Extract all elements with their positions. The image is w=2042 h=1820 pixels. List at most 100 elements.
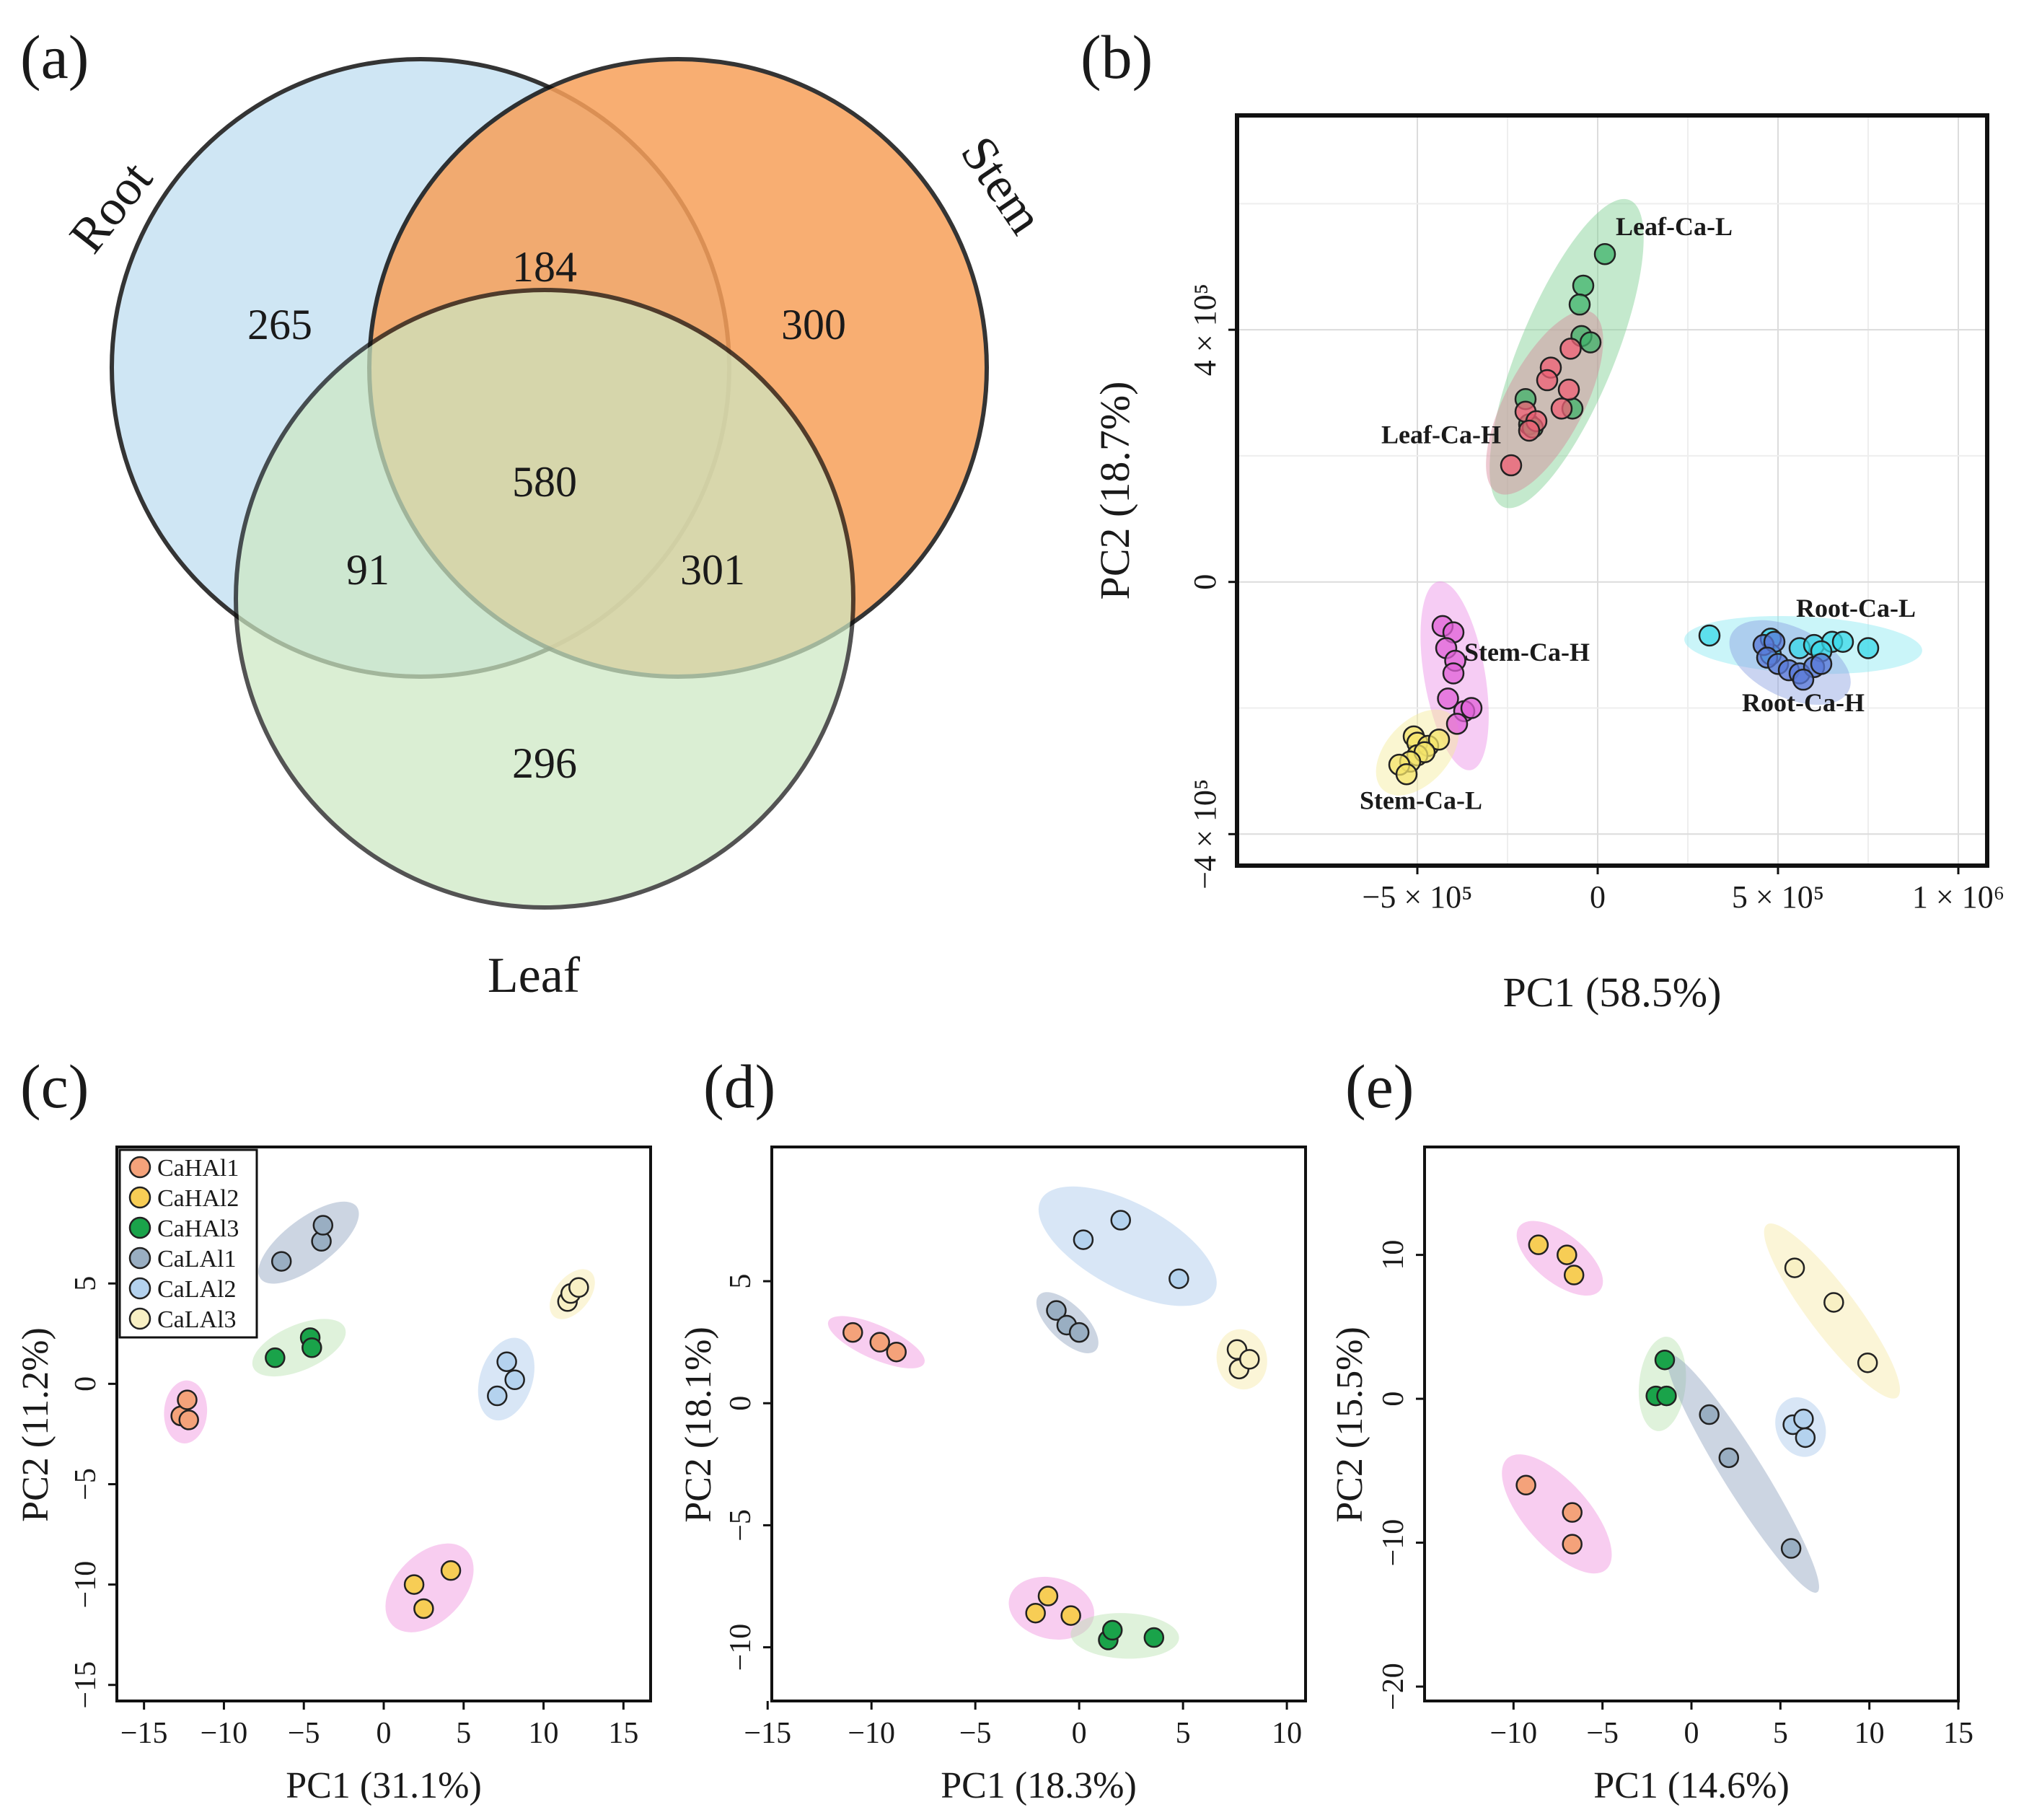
point-stem-ca-l	[1395, 763, 1418, 786]
x-tick-label: −10	[1489, 1717, 1537, 1750]
point-cahal3	[265, 1347, 286, 1368]
panel-letter-c: (c)	[20, 1052, 89, 1121]
y-axis-title-b: PC2 (18.7%)	[1091, 382, 1138, 600]
point-leaf-ca-l	[1579, 331, 1602, 353]
x-tick-label: 0	[1590, 879, 1606, 915]
point-calal1	[1699, 1404, 1720, 1425]
point-cahal3	[1101, 1619, 1123, 1641]
point-root-ca-h	[1810, 653, 1833, 675]
point-leaf-ca-l	[1572, 274, 1595, 297]
panel-letter-d: (d)	[703, 1052, 775, 1121]
x-tick-label: 0	[1684, 1717, 1699, 1750]
panel-c: (c) −15 −10 −5 0 5 10 15 −15 −10 −5 0 5 PC1 (31.1%)…	[15, 1052, 652, 1806]
legend-swatch	[128, 1247, 151, 1270]
point-cahal2	[440, 1560, 462, 1581]
x-axis-title-c: PC1 (31.1%)	[286, 1765, 482, 1806]
point-leaf-ca-h	[1550, 397, 1573, 420]
x-axis-title-d: PC1 (18.3%)	[941, 1765, 1137, 1806]
y-tick-label: 5	[724, 1274, 757, 1289]
y-tick-label: −10	[1377, 1519, 1410, 1567]
y-tick-label: −4 × 10⁵	[1187, 779, 1223, 889]
point-calal3	[1857, 1352, 1878, 1373]
legend-item-cahal2: CaHAl2	[128, 1185, 239, 1212]
x-tick-label: 10	[1272, 1717, 1302, 1750]
legend-item-calal2: CaLAl2	[128, 1276, 237, 1303]
point-cahal1	[1562, 1502, 1583, 1523]
point-calal2	[1073, 1229, 1094, 1250]
x-axis-title-b: PC1 (58.5%)	[1503, 969, 1722, 1016]
point-calal2	[1793, 1408, 1814, 1430]
point-root-ca-l	[1831, 630, 1854, 653]
legend-label: CaHAl2	[157, 1185, 239, 1212]
point-cahal1	[869, 1332, 890, 1353]
legend-swatch	[128, 1216, 151, 1239]
point-cahal2	[1557, 1244, 1577, 1265]
legend-item-calal1: CaLAl1	[128, 1246, 237, 1272]
y-tick-label: 5	[69, 1276, 102, 1291]
point-root-ca-l	[1857, 637, 1880, 659]
panel-letter-b: (b)	[1081, 22, 1153, 92]
y-tick-label: −20	[1377, 1663, 1410, 1710]
venn-count-stem-only: 300	[781, 301, 846, 348]
point-cahal2	[1528, 1234, 1549, 1255]
point-leaf-ca-h	[1536, 369, 1559, 392]
x-tick-label: 10	[529, 1717, 559, 1750]
point-calal2	[496, 1351, 517, 1372]
y-tick-label: 0	[724, 1396, 757, 1411]
x-tick-label: 10	[1854, 1717, 1885, 1750]
legend-item-cahal1: CaHAl1	[128, 1155, 239, 1182]
x-tick-label: 5	[1773, 1717, 1788, 1750]
legend-box	[118, 1148, 258, 1339]
x-tick-label: −5	[959, 1717, 992, 1750]
group-label-stem-ca-h: Stem-Ca-H	[1464, 638, 1590, 667]
y-tick-label: −10	[69, 1561, 102, 1609]
group-labels-b: Leaf-Ca-L Leaf-Ca-H Stem-Ca-H Stem-Ca-L Root…	[1360, 212, 1916, 814]
group-label-stem-ca-l: Stem-Ca-L	[1360, 786, 1482, 814]
point-calal2	[487, 1385, 508, 1407]
point-stem-ca-h	[1445, 713, 1469, 735]
point-cahal2	[1563, 1265, 1585, 1285]
point-calal1	[1718, 1447, 1740, 1469]
ticks-e: −10 −5 0 5 10 15 −20 −10 0 10	[1377, 1240, 1973, 1750]
point-calal3	[1239, 1349, 1260, 1370]
point-calal3	[1784, 1257, 1805, 1278]
x-tick-label: −5 × 10⁵	[1363, 879, 1473, 915]
point-calal3	[1823, 1292, 1844, 1313]
legend-item-calal3: CaLAl3	[128, 1306, 237, 1333]
group-label-root-ca-l: Root-Ca-L	[1796, 594, 1916, 623]
y-axis-title-d: PC2 (18.1%)	[678, 1327, 719, 1523]
point-calal2	[1795, 1427, 1816, 1448]
x-tick-label: 15	[608, 1717, 638, 1750]
legend-swatch	[128, 1156, 151, 1179]
point-stem-ca-l	[1427, 728, 1451, 751]
group-label-leaf-ca-l: Leaf-Ca-L	[1616, 212, 1733, 241]
points-e	[1515, 1234, 1878, 1559]
panel-a: (a) Root Stem Leaf 265 300 184 580 91 30…	[20, 22, 1054, 1003]
x-tick-label: −15	[120, 1717, 168, 1750]
point-leaf-ca-h	[1518, 419, 1541, 442]
point-cahal2	[403, 1574, 425, 1595]
x-tick-label: −5	[288, 1717, 320, 1750]
y-tick-label: 0	[1187, 574, 1223, 590]
point-leaf-ca-l	[1568, 293, 1591, 316]
plot-frame-b	[1235, 113, 1989, 868]
ticks-b: −5 × 10⁵ 0 5 × 10⁵ 1 × 10⁶ −4 × 10⁵ 0 4 × 10⁵	[1187, 283, 2004, 915]
panel-letter-a: (a)	[20, 22, 89, 92]
y-tick-label: 10	[1377, 1240, 1410, 1270]
venn-count-root-only: 265	[247, 301, 312, 348]
point-cahal3	[302, 1337, 322, 1358]
y-axis-title-c: PC2 (11.2%)	[15, 1327, 56, 1522]
point-calal2	[1169, 1268, 1189, 1289]
legend-label: CaLAl2	[157, 1276, 237, 1303]
plot-bg-b	[1237, 115, 1987, 866]
plot-frame-d	[770, 1146, 1307, 1702]
panel-b: (b) Leaf-Ca-L Leaf-Ca-H Stem-Ca-H Stem-Ca-L…	[1081, 22, 2004, 1016]
venn-label-leaf: Leaf	[488, 948, 581, 1003]
x-tick-label: 0	[1072, 1717, 1087, 1750]
group-label-root-ca-h: Root-Ca-H	[1742, 688, 1865, 717]
point-cahal2	[1025, 1602, 1046, 1624]
point-cahal2	[1037, 1586, 1059, 1606]
point-calal1	[1068, 1322, 1090, 1343]
legend-label: CaHAl1	[157, 1155, 239, 1182]
plot-bg-e	[1425, 1147, 1958, 1701]
